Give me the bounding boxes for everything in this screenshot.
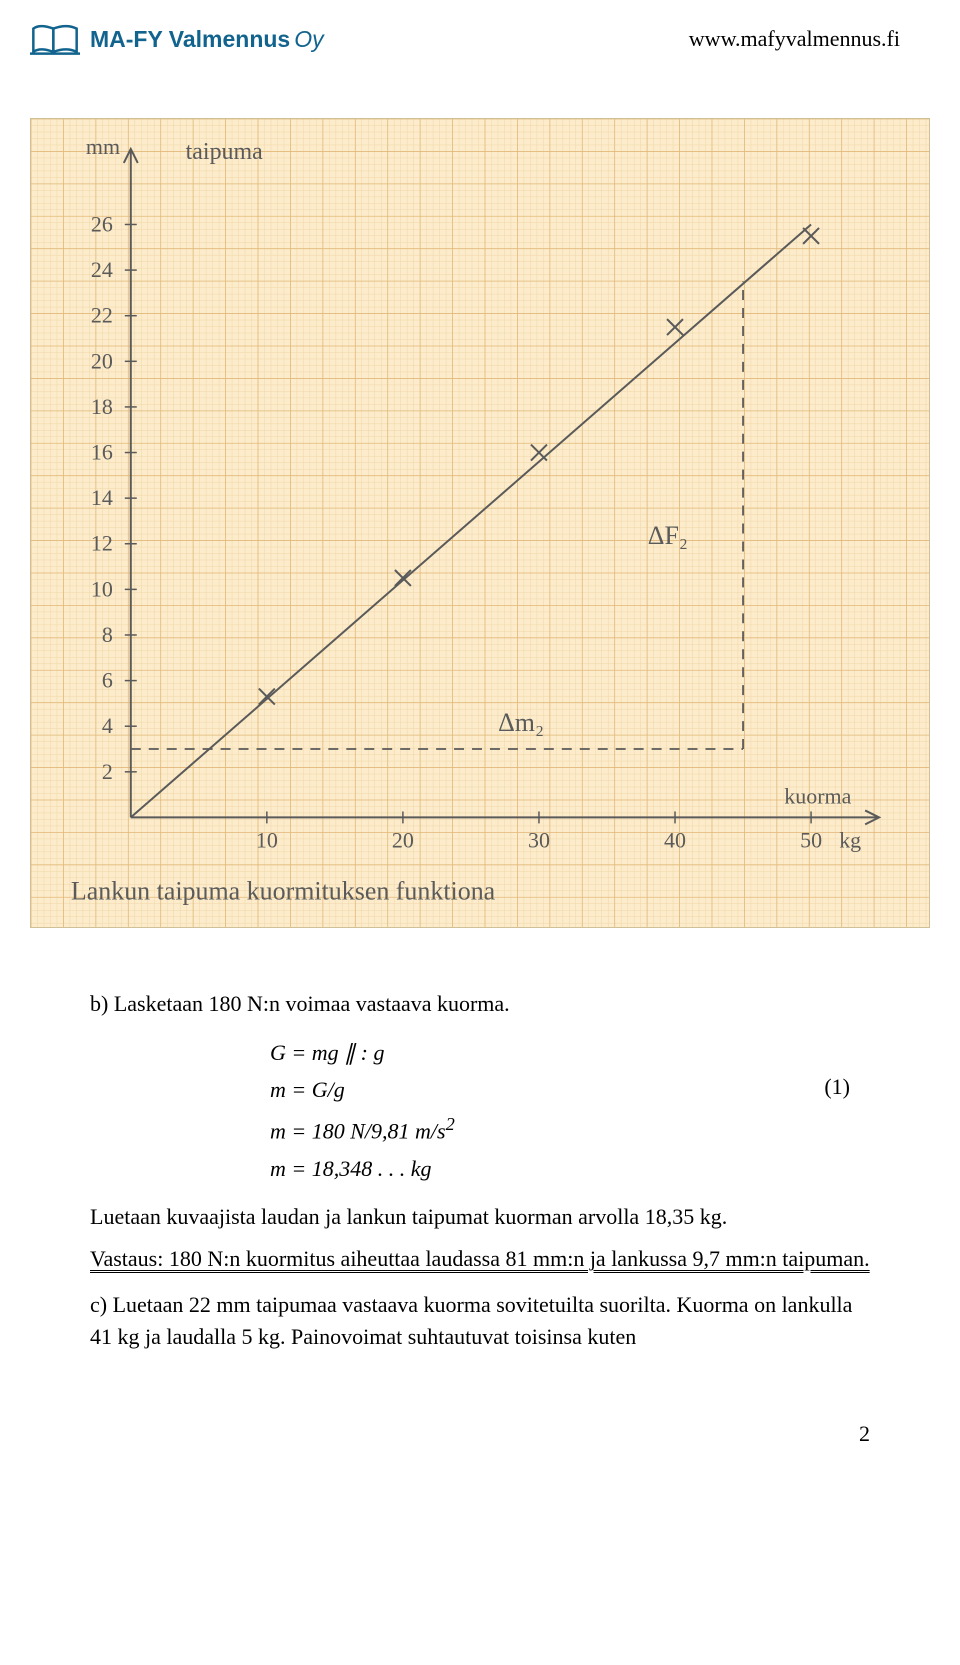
svg-text:kg: kg xyxy=(839,827,861,852)
page-number: 2 xyxy=(0,1381,960,1467)
svg-text:2: 2 xyxy=(102,759,113,784)
svg-text:14: 14 xyxy=(91,485,113,510)
paragraph-luetaan: Luetaan kuvaajista laudan ja lankun taip… xyxy=(90,1201,870,1233)
svg-text:Lankun taipuma kuormituksen fu: Lankun taipuma kuormituksen funktiona xyxy=(71,876,496,905)
header-url: www.mafyvalmennus.fi xyxy=(689,26,900,52)
svg-text:8: 8 xyxy=(102,622,113,647)
equation-block: G = mg ∥ : g m = G/g (1) m = 180 N/9,81 … xyxy=(270,1034,870,1187)
svg-text:10: 10 xyxy=(256,827,278,852)
paragraph-b: b) Lasketaan 180 N:n voimaa vastaava kuo… xyxy=(90,988,870,1020)
svg-text:10: 10 xyxy=(91,576,113,601)
book-icon xyxy=(30,20,80,58)
paragraph-c: c) Luetaan 22 mm taipumaa vastaava kuorm… xyxy=(90,1289,870,1353)
logo-text: MA-FY Valmennus Oy xyxy=(90,26,324,53)
body-content: b) Lasketaan 180 N:n voimaa vastaava kuo… xyxy=(0,958,960,1380)
svg-text:24: 24 xyxy=(91,257,113,282)
svg-text:4: 4 xyxy=(102,713,113,738)
logo-suffix: Oy xyxy=(294,26,323,52)
chart-svg: 24681012141618202224261020304050mmtaipum… xyxy=(31,119,929,927)
eq-1: G = mg ∥ : g xyxy=(270,1034,384,1071)
eq-2: m = G/g xyxy=(270,1071,345,1108)
svg-text:taipuma: taipuma xyxy=(186,139,263,165)
svg-text:mm: mm xyxy=(86,134,120,159)
logo-name: MA-FY Valmennus xyxy=(90,26,290,52)
svg-text:16: 16 xyxy=(91,440,113,465)
svg-text:30: 30 xyxy=(528,827,550,852)
svg-text:20: 20 xyxy=(91,348,113,373)
svg-text:18: 18 xyxy=(91,394,113,419)
logo: MA-FY Valmennus Oy xyxy=(30,20,324,58)
eq-4: m = 18,348 . . . kg xyxy=(270,1150,432,1187)
eq-tag-1: (1) xyxy=(824,1068,850,1105)
graph-paper-chart: 24681012141618202224261020304050mmtaipum… xyxy=(30,118,930,928)
svg-text:26: 26 xyxy=(91,211,113,236)
svg-text:22: 22 xyxy=(91,303,113,328)
svg-text:50: 50 xyxy=(800,827,822,852)
svg-text:12: 12 xyxy=(91,531,113,556)
svg-text:20: 20 xyxy=(392,827,414,852)
page-header: MA-FY Valmennus Oy www.mafyvalmennus.fi xyxy=(0,0,960,68)
svg-text:ΔF₂: ΔF₂ xyxy=(648,521,688,550)
svg-text:kuorma: kuorma xyxy=(784,783,851,808)
svg-text:40: 40 xyxy=(664,827,686,852)
svg-text:Δm₂: Δm₂ xyxy=(498,708,544,737)
paragraph-vastaus: Vastaus: 180 N:n kuormitus aiheuttaa lau… xyxy=(90,1246,870,1271)
eq-3: m = 180 N/9,81 m/s2 xyxy=(270,1109,455,1150)
svg-text:6: 6 xyxy=(102,668,113,693)
